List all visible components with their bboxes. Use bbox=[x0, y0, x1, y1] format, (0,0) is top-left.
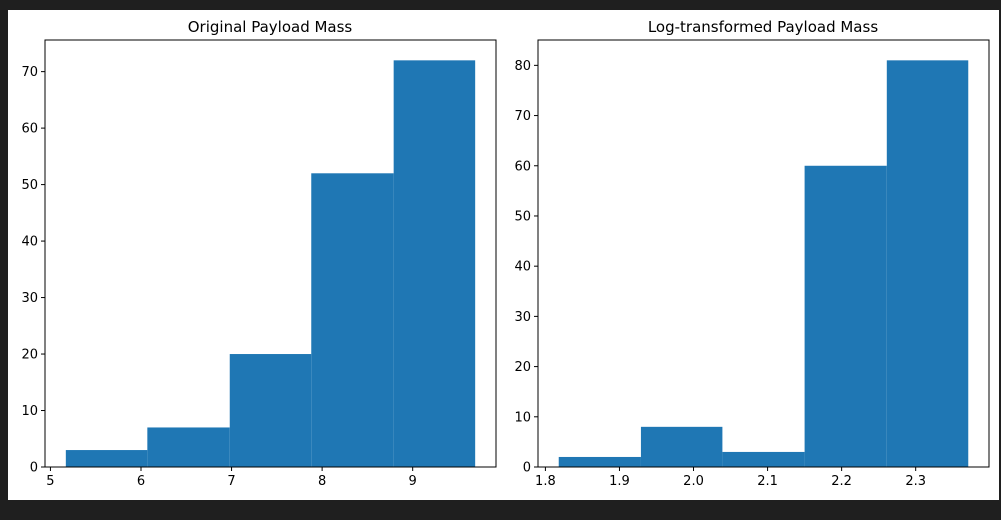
histogram-bar bbox=[393, 60, 476, 467]
y-tick-label: 80 bbox=[514, 59, 531, 74]
y-tick-label: 20 bbox=[21, 348, 38, 363]
y-tick-label: 30 bbox=[514, 310, 531, 325]
y-tick-label: 40 bbox=[514, 260, 531, 275]
y-tick-label: 20 bbox=[514, 360, 531, 375]
y-tick-label: 70 bbox=[21, 65, 38, 80]
histogram-log-payload-mass: Log-transformed Payload Mass 1.8 1.9 2.0 2.… bbox=[514, 18, 990, 489]
histogram-bar bbox=[886, 60, 969, 467]
figure: Original Payload Mass 5 6 7 8 9 0 10 20 30 40 50 60… bbox=[8, 10, 999, 500]
histogram-bar bbox=[147, 427, 230, 467]
y-tick-label: 50 bbox=[514, 209, 531, 224]
y-tick-label: 10 bbox=[514, 410, 531, 425]
histogram-bar bbox=[311, 173, 394, 467]
y-tick-label: 60 bbox=[514, 159, 531, 174]
histogram-bar bbox=[558, 456, 641, 467]
x-tick-label: 1.8 bbox=[535, 474, 556, 489]
x-tick-label: 2.3 bbox=[905, 474, 926, 489]
histogram-bar bbox=[229, 354, 312, 467]
y-tick-label: 30 bbox=[21, 291, 38, 306]
x-tick-label: 9 bbox=[409, 474, 417, 489]
y-tick-label: 60 bbox=[21, 122, 38, 137]
chart-title: Original Payload Mass bbox=[188, 18, 353, 36]
y-tick-label: 70 bbox=[514, 109, 531, 124]
y-tick-label: 10 bbox=[21, 404, 38, 419]
histogram-original-payload-mass: Original Payload Mass 5 6 7 8 9 0 10 20 30 40 50 60… bbox=[21, 18, 497, 489]
x-tick-label: 7 bbox=[227, 474, 235, 489]
x-tick-label: 6 bbox=[137, 474, 145, 489]
x-tick-label: 2.2 bbox=[831, 474, 852, 489]
x-tick-label: 5 bbox=[46, 474, 54, 489]
histogram-bar bbox=[640, 426, 723, 467]
x-tick-label: 8 bbox=[318, 474, 326, 489]
x-tick-label: 1.9 bbox=[609, 474, 630, 489]
chart-title: Log-transformed Payload Mass bbox=[648, 18, 878, 36]
y-tick-label: 50 bbox=[21, 178, 38, 193]
y-tick-label: 0 bbox=[30, 461, 38, 476]
histogram-bar bbox=[65, 450, 148, 467]
histogram-bar bbox=[804, 165, 887, 467]
x-tick-label: 2.0 bbox=[683, 474, 704, 489]
x-tick-label: 2.1 bbox=[757, 474, 778, 489]
axes-frame bbox=[537, 39, 990, 468]
axes-frame bbox=[44, 39, 497, 468]
histogram-figure: Original Payload Mass 5 6 7 8 9 0 10 20 30 40 50 60… bbox=[21, 18, 990, 489]
y-tick-label: 40 bbox=[21, 235, 38, 250]
histogram-bar bbox=[722, 451, 805, 467]
y-tick-label: 0 bbox=[523, 461, 531, 476]
